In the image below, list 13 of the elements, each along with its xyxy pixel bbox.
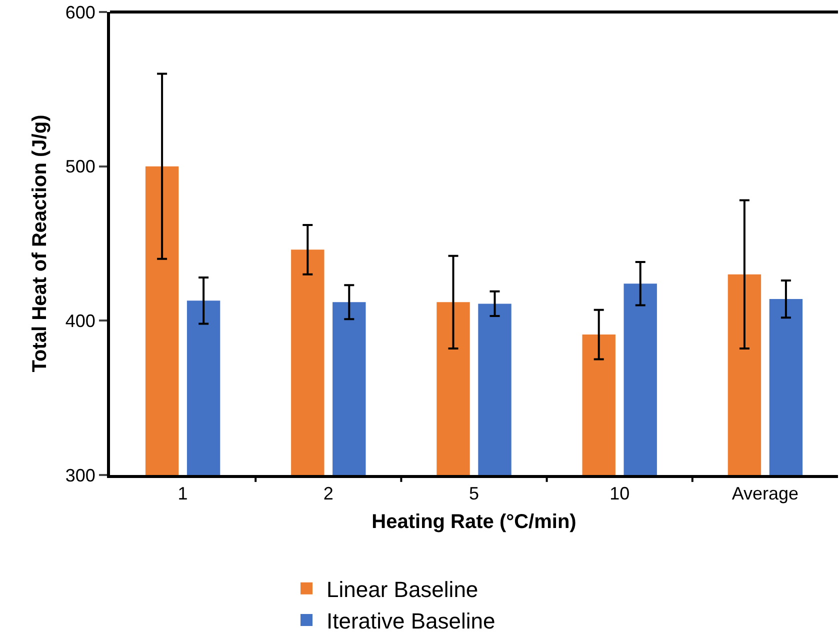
y-tick-label: 600 (65, 2, 96, 22)
x-tick-label: 1 (178, 484, 188, 504)
x-tick-label: 2 (323, 484, 334, 504)
y-tick-label: 400 (65, 310, 96, 331)
legend-label: Iterative Baseline (326, 608, 496, 634)
y-axis-title: Total Heat of Reaction (J/g) (28, 114, 51, 372)
x-tick-label: 5 (468, 484, 480, 504)
x-tick-label: Average (732, 484, 799, 504)
x-tick-label: 10 (610, 484, 630, 504)
legend-label: Linear Baseline (326, 576, 478, 602)
y-tick-label: 300 (65, 465, 96, 486)
y-tick-label: 500 (65, 156, 96, 177)
x-axis-title: Heating Rate (°C/min) (372, 511, 576, 534)
